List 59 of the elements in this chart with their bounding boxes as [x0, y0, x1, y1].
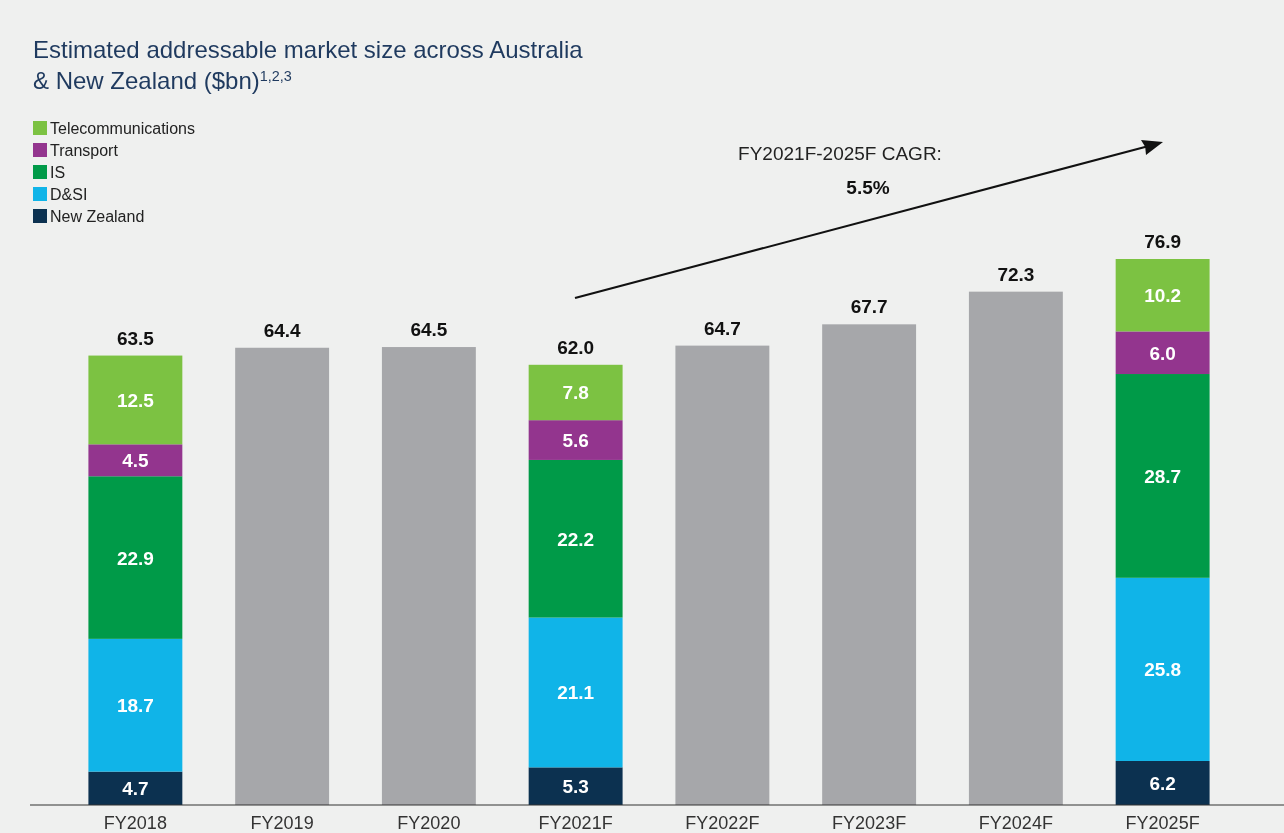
- bar: [1115, 374, 1210, 578]
- bar: [528, 459, 623, 618]
- bar: [88, 638, 183, 772]
- bar: [822, 324, 917, 805]
- data-label: 7.8: [562, 382, 589, 404]
- data-label: 4.7: [122, 778, 149, 800]
- data-label: 5.6: [562, 430, 589, 452]
- legend-label: New Zealand: [50, 208, 145, 225]
- x-tick-label: FY2019: [250, 813, 314, 833]
- x-tick-label: FY2021F: [538, 813, 613, 833]
- x-tick-label: FY2024F: [978, 813, 1053, 833]
- x-tick-label: FY2022F: [685, 813, 760, 833]
- bar: [528, 364, 623, 421]
- data-label: 28.7: [1144, 465, 1182, 487]
- data-label: 5.3: [562, 776, 589, 798]
- bar: [675, 345, 770, 805]
- bar: [381, 347, 476, 805]
- data-label: 12.5: [116, 389, 155, 411]
- total-label: 64.4: [263, 319, 302, 341]
- total-label: 63.5: [116, 327, 155, 349]
- data-label: 21.1: [557, 682, 595, 704]
- total-label: 64.7: [703, 317, 741, 339]
- total-label: 64.5: [410, 319, 448, 341]
- data-label: 4.5: [122, 450, 150, 472]
- bar: [1115, 577, 1210, 761]
- legend-label: Telecommunications: [50, 120, 195, 137]
- data-label: 6.0: [1149, 342, 1176, 364]
- x-tick-label: FY2018: [103, 813, 167, 833]
- bar: [528, 767, 623, 805]
- data-label: 22.9: [116, 547, 154, 569]
- bar: [235, 347, 330, 805]
- bar: [88, 444, 183, 477]
- legend-label: Transport: [50, 142, 119, 159]
- data-label: 18.7: [116, 695, 154, 717]
- x-tick-label: FY2020: [397, 813, 461, 833]
- text: 5.5%: [846, 177, 890, 198]
- bar: [1115, 760, 1210, 805]
- bar: [968, 291, 1063, 805]
- legend-label: D&SI: [50, 186, 88, 203]
- bar: [88, 355, 183, 445]
- data-label: 25.8: [1144, 659, 1182, 681]
- x-tick-label: FY2023F: [832, 813, 907, 833]
- bar: [88, 476, 183, 639]
- bar: [88, 771, 183, 805]
- bar: [1115, 331, 1210, 375]
- bar: [528, 420, 623, 460]
- data-label: 10.2: [1144, 285, 1182, 307]
- total-label: 72.3: [997, 263, 1035, 285]
- bar: [1115, 259, 1210, 332]
- bar: [528, 617, 623, 768]
- text: FY2021F-2025F CAGR:: [738, 143, 942, 164]
- total-label: 67.7: [850, 296, 888, 318]
- data-label: 6.2: [1149, 772, 1176, 794]
- chart-title: Estimated addressable market size across Australia & New Zealand ($bn)$^{1,2,3}$: [33, 36, 584, 94]
- x-tick-label: FY2025F: [1125, 813, 1200, 833]
- legend-label: IS: [50, 164, 66, 181]
- data-label: 22.2: [557, 528, 595, 550]
- total-label: 62.0: [557, 336, 595, 358]
- total-label: 76.9: [1144, 231, 1182, 252]
